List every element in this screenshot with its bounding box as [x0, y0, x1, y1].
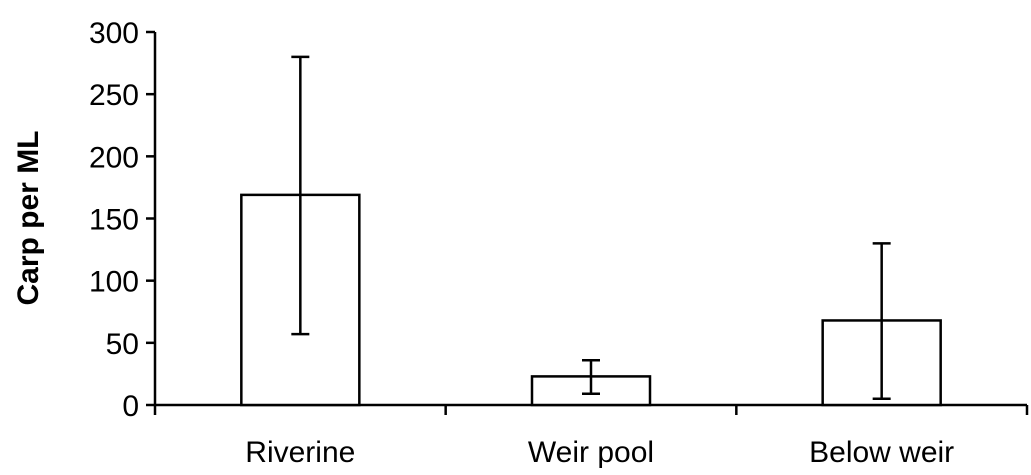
y-tick-label: 300	[89, 17, 139, 50]
x-category-label: Weir pool	[528, 436, 654, 469]
y-tick-label: 200	[89, 141, 139, 174]
y-axis-title-group: Carp per ML	[12, 130, 45, 305]
x-category-label: Below weir	[809, 436, 954, 469]
y-tick-label: 0	[122, 390, 139, 423]
labels-group: 0 50 100 150 200 250 300 Riverine Weir pool Below…	[89, 17, 954, 469]
y-tick-label: 250	[89, 79, 139, 112]
error-bars-group	[291, 55, 891, 401]
y-tick-label: 50	[106, 328, 139, 361]
y-axis-title: Carp per ML	[12, 130, 45, 305]
y-tick-label: 150	[89, 204, 139, 237]
y-tick-label: 100	[89, 266, 139, 299]
x-category-label: Riverine	[245, 436, 355, 469]
